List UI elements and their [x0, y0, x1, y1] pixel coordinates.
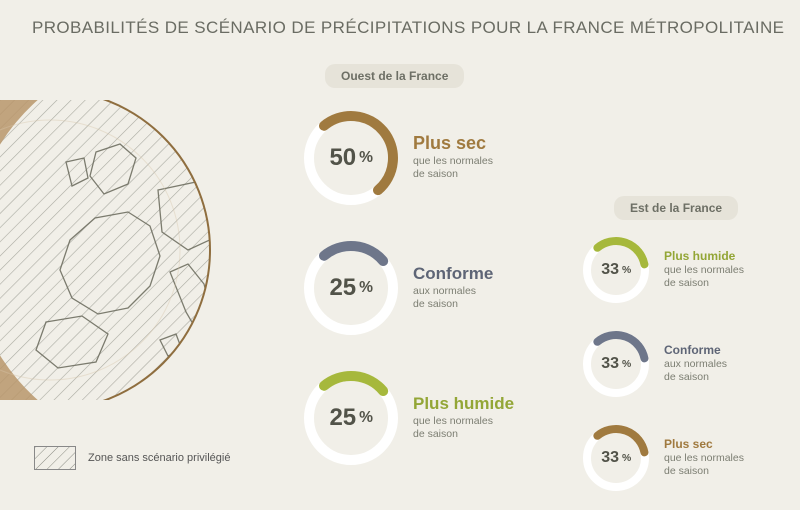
donut-caption: Plus secque les normales de saison: [413, 134, 493, 181]
donut-caption: Conformeaux normales de saison: [413, 265, 493, 311]
legend: Zone sans scénario privilégié: [34, 446, 230, 470]
donut-chart: 33%: [582, 424, 650, 492]
donut-block: 50% Plus secque les normales de saison: [303, 110, 493, 206]
donut-chart: 50%: [303, 110, 399, 206]
page-title: PROBABILITÉS DE SCÉNARIO DE PRÉCIPITATIO…: [32, 18, 784, 38]
donut-percent: 50%: [303, 110, 399, 206]
donut-block: 25% Plus humideque les normales de saison: [303, 370, 514, 466]
donut-subcaption: que les normales de saison: [664, 452, 744, 478]
donut-percent: 33%: [582, 330, 650, 398]
donut-block: 33% Conformeaux normales de saison: [582, 330, 727, 398]
donut-subcaption: que les normales de saison: [413, 155, 493, 181]
legend-text: Zone sans scénario privilégié: [88, 452, 230, 464]
donut-block: 33% Plus secque les normales de saison: [582, 424, 744, 492]
donut-chart: 33%: [582, 330, 650, 398]
donut-caption: Conformeaux normales de saison: [664, 344, 727, 385]
map-illustration: [0, 100, 300, 400]
donut-subcaption: aux normales de saison: [413, 285, 493, 311]
donut-block: 25% Conformeaux normales de saison: [303, 240, 493, 336]
donut-caption: Plus humideque les normales de saison: [664, 250, 744, 291]
donut-subcaption: aux normales de saison: [664, 358, 727, 384]
donut-caption: Plus secque les normales de saison: [664, 438, 744, 479]
donut-chart: 25%: [303, 240, 399, 336]
donut-percent: 25%: [303, 240, 399, 336]
donut-caption: Plus humideque les normales de saison: [413, 395, 514, 441]
donut-chart: 25%: [303, 370, 399, 466]
region-label-west: Ouest de la France: [325, 64, 464, 88]
donut-percent: 33%: [582, 424, 650, 492]
donut-chart: 33%: [582, 236, 650, 304]
donut-percent: 25%: [303, 370, 399, 466]
legend-swatch-hatched: [34, 446, 76, 470]
donut-subcaption: que les normales de saison: [664, 264, 744, 290]
region-label-east: Est de la France: [614, 196, 738, 220]
donut-block: 33% Plus humideque les normales de saison: [582, 236, 744, 304]
donut-percent: 33%: [582, 236, 650, 304]
donut-subcaption: que les normales de saison: [413, 415, 514, 441]
